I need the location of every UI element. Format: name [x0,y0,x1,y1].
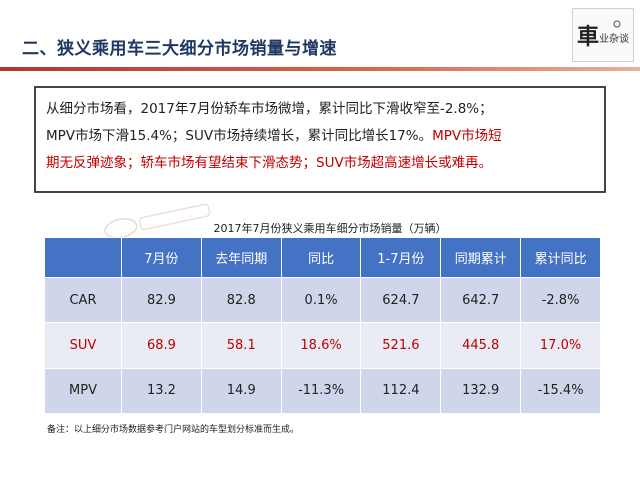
svg-text:車: 車 [577,24,599,50]
table-cell: 18.6% [280,322,362,369]
title-divider [0,67,640,71]
segment-sales-table: 7月份 去年同期 同比 1-7月份 同期累计 累计同比 CAR 82.9 82.… [44,237,601,415]
table-cell: 624.7 [360,276,442,324]
header-cell: 累计同比 [520,237,601,278]
table-cell: 14.9 [200,367,282,415]
brand-logo: 車 业杂谈 [572,8,634,62]
table-cell: 132.9 [440,367,522,415]
header-cell [44,237,122,278]
page-title: 二、狭义乘用车三大细分市场销量与增速 [22,39,337,59]
table-cell: 17.0% [520,322,601,369]
header-cell: 7月份 [121,237,202,278]
row-label-suv: SUV [44,322,122,369]
table-cell: 642.7 [440,276,522,324]
logo-icon: 車 业杂谈 [577,20,629,50]
row-label-car: CAR [44,276,122,324]
row-label-mpv: MPV [44,367,122,415]
svg-text:业杂谈: 业杂谈 [599,32,629,45]
summary-text-box: 从细分市场看，2017年7月份轿车市场微增，累计同比下滑收窄至-2.8%； MP… [34,86,606,193]
table-cell: 82.8 [200,276,282,324]
table-cell: -15.4% [520,367,601,415]
table-header-row: 7月份 去年同期 同比 1-7月份 同期累计 累计同比 [44,237,601,278]
header-cell: 1-7月份 [360,237,442,278]
footnote: 备注：以上细分市场数据参考门户网站的车型划分标准而生成。 [47,425,300,435]
header-cell: 去年同期 [200,237,282,278]
summary-line-2-text: MPV市场下滑15.4%；SUV市场持续增长，累计同比增长17%。 [46,128,433,144]
summary-line-2: MPV市场下滑15.4%；SUV市场持续增长，累计同比增长17%。MPV市场短 [46,123,594,150]
table-cell: 82.9 [121,276,202,324]
table-row: MPV 13.2 14.9 -11.3% 112.4 132.9 -15.4% [44,367,601,415]
table-cell: 13.2 [121,367,202,415]
table-cell: -2.8% [520,276,601,324]
table-cell: 0.1% [280,276,362,324]
table-cell: 112.4 [360,367,442,415]
table-row: SUV 68.9 58.1 18.6% 521.6 445.8 17.0% [44,322,601,369]
table-row: CAR 82.9 82.8 0.1% 624.7 642.7 -2.8% [44,276,601,324]
summary-line-3-highlight: 期无反弹迹象；轿车市场有望结束下滑态势；SUV市场超高速增长或难再。 [46,155,493,171]
table-cell: 521.6 [360,322,442,369]
table-cell: 445.8 [440,322,522,369]
summary-line-1: 从细分市场看，2017年7月份轿车市场微增，累计同比下滑收窄至-2.8%； [46,101,493,117]
table-cell: 58.1 [200,322,282,369]
table-cell: -11.3% [280,367,362,415]
summary-line-2-highlight: MPV市场短 [432,128,502,144]
header-cell: 同比 [280,237,362,278]
table-cell: 68.9 [121,322,202,369]
table-caption: 2017年7月份狭义乘用车细分市场销量（万辆） [213,222,447,235]
header-cell: 同期累计 [440,237,522,278]
